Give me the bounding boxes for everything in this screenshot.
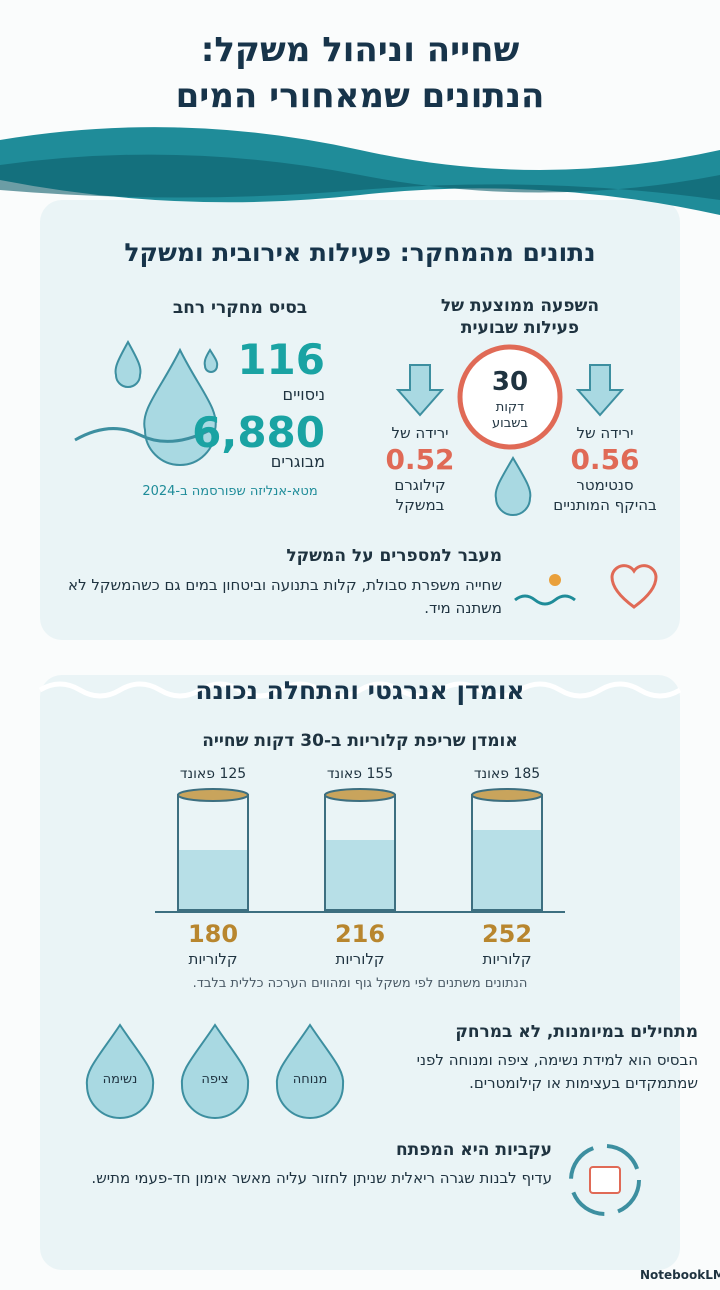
subheading: עקביות היא המפתח xyxy=(395,1140,552,1160)
paragraph: הבסיס הוא למידת נשימה, ציפה ומנוחה לפני … xyxy=(416,1051,698,1092)
paragraph: שחייה משפרת סבולת, קלות בתנועה וביטחון ב… xyxy=(68,576,502,617)
glasses xyxy=(155,788,565,913)
splash xyxy=(74,427,211,443)
panel xyxy=(40,200,680,640)
subheading: השפעה ממוצעת של xyxy=(440,296,600,316)
stat-value: 0.52 xyxy=(385,443,455,476)
glass-value: 252 xyxy=(481,920,533,948)
glass-weight: 185 פאונד xyxy=(473,766,541,782)
calendar-icon xyxy=(589,1166,621,1194)
glass-unit: קלוריות xyxy=(335,950,385,968)
glass-unit: קלוריות xyxy=(482,950,532,968)
title: שחייה וניהול משקל: xyxy=(200,30,520,70)
subheading: מעבר למספרים על המשקל xyxy=(286,546,502,566)
label: ירידה של xyxy=(391,424,449,442)
glass-value: 180 xyxy=(187,920,239,948)
swimmer-icon xyxy=(514,594,576,606)
drop-label: מנוחה xyxy=(292,1072,328,1087)
label: במשקל xyxy=(395,496,445,514)
subheading: פעילות שבועית xyxy=(460,318,580,338)
wave xyxy=(0,154,720,200)
label: ירידה של xyxy=(576,424,634,442)
title: הנתונים שמאחורי המים xyxy=(175,76,545,116)
clock-period: בשבוע xyxy=(492,416,528,431)
clock-value: 30 xyxy=(491,367,529,397)
section-heading: אומדן אנרגטי והתחלה נכונה xyxy=(195,676,525,705)
paragraph: עדיף לבנות שגרה ריאלית שניתן לחזור עליה … xyxy=(91,1169,552,1187)
stat-label: מבוגרים xyxy=(270,452,325,471)
heart-icon xyxy=(610,564,658,609)
cycle-icon xyxy=(569,1144,641,1216)
brand: NotebookLM xyxy=(640,1268,720,1282)
stat-label: ניסויים xyxy=(282,385,326,404)
subheading: מתחילים במיומנות, לא במרחק xyxy=(455,1022,698,1042)
glass-weight: 155 פאונד xyxy=(326,766,394,782)
arrows xyxy=(395,364,625,417)
stat-value: 0.56 xyxy=(570,443,640,476)
drops xyxy=(85,1023,345,1119)
stat-value: 6,880 xyxy=(192,408,325,457)
clock-unit: דקות xyxy=(495,400,525,415)
glass-value: 216 xyxy=(334,920,386,948)
drop-label: ציפה xyxy=(201,1072,229,1087)
drop-label: נשימה xyxy=(102,1072,138,1087)
subheading: אומדן שריפת קלוריות ב-30 דקות שחייה xyxy=(202,731,518,751)
note: הנתונים משתנים לפי משקל גוף ומהווים הערכ… xyxy=(192,976,528,991)
glass-weight: 125 פאונד xyxy=(179,766,247,782)
wave-line xyxy=(38,681,682,699)
label: בהיקף המותניים xyxy=(553,496,657,514)
panel xyxy=(40,675,680,1270)
section-heading: נתונים מהמחקר: פעילות אירובית ומשקל xyxy=(124,238,596,267)
label: סנטימטר xyxy=(576,476,634,494)
note: מטא-אנליזה שפורסמה ב-2024 xyxy=(142,484,318,499)
glass-unit: קלוריות xyxy=(188,950,238,968)
stat-value: 116 xyxy=(237,335,325,384)
clock xyxy=(457,344,563,450)
swimmer-icon xyxy=(549,574,561,586)
label: קילוגרם xyxy=(394,476,446,494)
subheading: בסיס מחקרי רחב xyxy=(172,298,308,318)
